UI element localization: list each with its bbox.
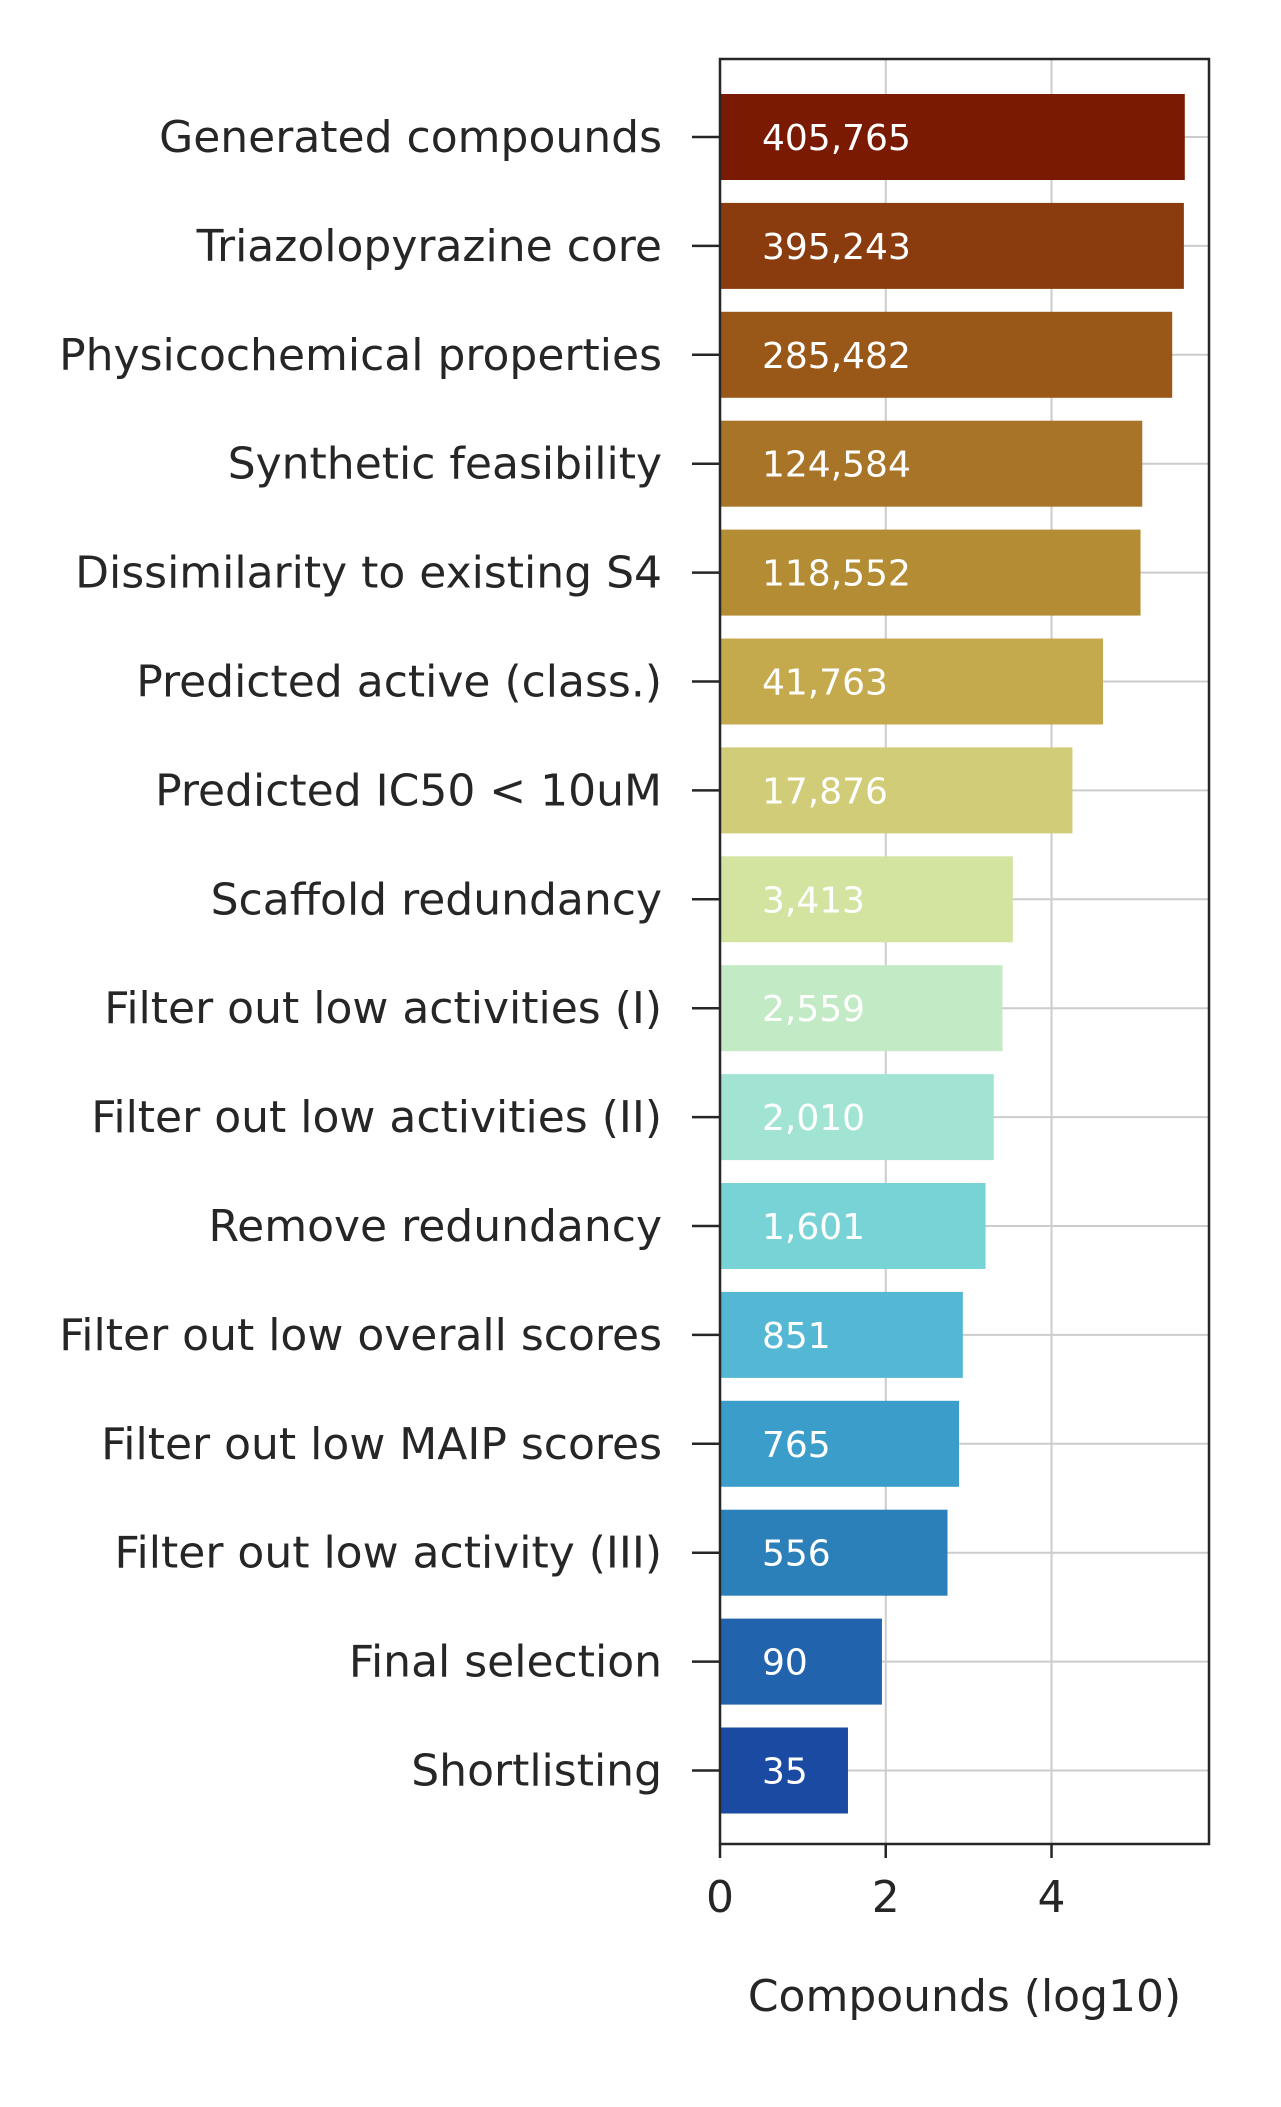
bar [720, 94, 1185, 180]
y-tick-label: Shortlisting [411, 1746, 662, 1797]
data-label: 405,765 [762, 118, 911, 159]
bars-group [720, 94, 1185, 1814]
bar [720, 529, 1141, 616]
y-tick-label: Dissimilarity to existing S4 [75, 548, 662, 599]
bar [720, 856, 1013, 943]
y-tick-label: Physicochemical properties [59, 330, 662, 381]
data-label: 285,482 [762, 336, 911, 377]
y-tick-label: Filter out low activity (III) [114, 1528, 662, 1579]
y-tick-label: Final selection [349, 1637, 662, 1688]
x-tick-label: 0 [706, 1872, 734, 1923]
data-label: 395,243 [762, 227, 911, 268]
bar [720, 1291, 963, 1378]
bar [720, 1618, 882, 1705]
x-axis: 0 2 4 [706, 1844, 1066, 1923]
data-label: 90 [762, 1643, 808, 1684]
y-tick-label: Synthetic feasibility [228, 439, 662, 490]
data-label: 2,010 [762, 1098, 865, 1139]
y-tick-label: Remove redundancy [209, 1201, 662, 1252]
y-tick-label: Generated compounds [159, 112, 662, 163]
data-label: 17,876 [762, 771, 888, 812]
data-label: 765 [762, 1425, 831, 1466]
data-label: 1,601 [762, 1207, 865, 1248]
data-label: 851 [762, 1316, 831, 1357]
y-tick-label: Filter out low activities (II) [91, 1092, 662, 1143]
bar [720, 747, 1073, 834]
plot-frame [718, 57, 1211, 1846]
y-tick-label: Filter out low MAIP scores [101, 1419, 662, 1470]
y-tick-label: Filter out low activities (I) [104, 983, 662, 1034]
x-axis-label: Compounds (log10) [748, 1971, 1181, 2022]
y-tick-label: Predicted active (class.) [136, 657, 662, 708]
bar [720, 1074, 994, 1161]
bar [720, 420, 1143, 507]
y-tick-label: Predicted IC50 < 10uM [155, 765, 662, 816]
bar [720, 202, 1184, 289]
y-tick-label: Triazolopyrazine core [196, 221, 662, 272]
y-tick-label: Filter out low overall scores [59, 1310, 662, 1361]
y-tick-label: Scaffold redundancy [211, 874, 662, 925]
data-label: 41,763 [762, 663, 888, 704]
bar [720, 311, 1173, 398]
bar [720, 1509, 948, 1596]
bar [720, 1183, 986, 1269]
data-label: 2,559 [762, 989, 865, 1030]
data-label: 3,413 [762, 880, 865, 921]
bar [720, 1727, 848, 1814]
data-label: 556 [762, 1534, 831, 1575]
data-label: 124,584 [762, 445, 911, 486]
bar [720, 638, 1103, 725]
bar [720, 1400, 960, 1487]
y-axis: Generated compounds Triazolopyrazine core… [59, 112, 720, 1797]
bar [720, 965, 1003, 1052]
x-tick-label: 4 [1038, 1872, 1066, 1923]
x-tick-label: 2 [872, 1872, 900, 1923]
data-label: 118,552 [762, 554, 911, 595]
data-label: 35 [762, 1752, 808, 1793]
data-labels-group: 405,765 395,243 285,482 124,584 118,552 41,76… [762, 118, 911, 1793]
